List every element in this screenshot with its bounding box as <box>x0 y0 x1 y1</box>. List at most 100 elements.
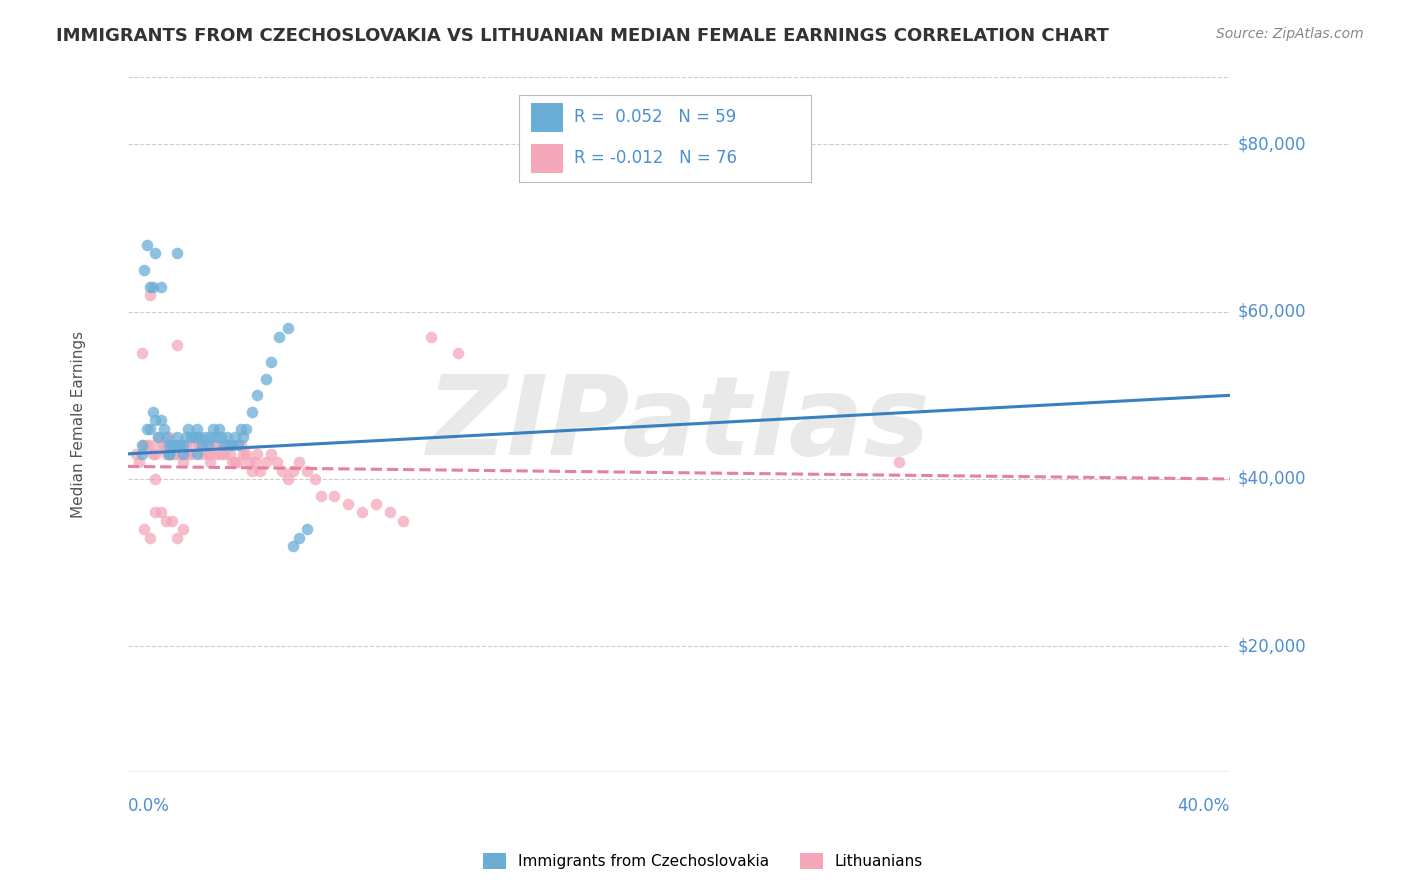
Point <box>188 438 211 452</box>
Point <box>211 430 233 444</box>
Point <box>295 464 318 478</box>
Point <box>149 438 172 452</box>
Point <box>136 237 159 252</box>
Point <box>163 447 186 461</box>
Point <box>295 522 318 536</box>
Point <box>205 447 228 461</box>
Point <box>260 447 283 461</box>
Point <box>134 263 156 277</box>
Point <box>142 279 165 293</box>
Point <box>169 447 191 461</box>
Point <box>149 279 172 293</box>
Point <box>163 438 186 452</box>
Point <box>152 438 174 452</box>
Point <box>180 430 202 444</box>
Point <box>136 422 159 436</box>
Point <box>277 321 299 335</box>
Point <box>208 438 231 452</box>
Point <box>364 497 387 511</box>
Point <box>378 505 401 519</box>
Point <box>172 438 194 452</box>
Point <box>172 447 194 461</box>
Text: $20,000: $20,000 <box>1239 637 1306 656</box>
Point <box>143 413 166 427</box>
Point <box>243 455 266 469</box>
Point <box>160 438 183 452</box>
Point <box>200 430 222 444</box>
Point <box>249 464 271 478</box>
Point <box>392 514 415 528</box>
Point <box>202 422 225 436</box>
Point <box>160 447 183 461</box>
Point <box>212 447 235 461</box>
Point <box>134 522 156 536</box>
Point <box>139 279 162 293</box>
Text: IMMIGRANTS FROM CZECHOSLOVAKIA VS LITHUANIAN MEDIAN FEMALE EARNINGS CORRELATION : IMMIGRANTS FROM CZECHOSLOVAKIA VS LITHUA… <box>56 27 1109 45</box>
Point <box>240 405 263 419</box>
Point <box>174 430 197 444</box>
Point <box>186 430 208 444</box>
Point <box>226 455 249 469</box>
Point <box>208 422 231 436</box>
Point <box>224 430 246 444</box>
Text: Source: ZipAtlas.com: Source: ZipAtlas.com <box>1216 27 1364 41</box>
Text: 0.0%: 0.0% <box>128 797 170 814</box>
Point <box>157 430 180 444</box>
Point <box>142 447 165 461</box>
Point <box>260 355 283 369</box>
Point <box>136 438 159 452</box>
Point <box>183 438 205 452</box>
Point <box>226 438 249 452</box>
Point <box>186 447 208 461</box>
Point <box>143 472 166 486</box>
Point <box>131 447 153 461</box>
Point <box>134 438 156 452</box>
Point <box>155 430 177 444</box>
Point <box>309 489 332 503</box>
Point <box>211 447 233 461</box>
Point <box>197 438 219 452</box>
Point <box>149 505 172 519</box>
Point <box>142 405 165 419</box>
Point <box>281 539 304 553</box>
Point <box>254 371 277 385</box>
Point <box>224 455 246 469</box>
Point <box>157 447 180 461</box>
Point <box>152 422 174 436</box>
Point <box>235 447 257 461</box>
Point <box>166 338 188 352</box>
Point <box>131 346 153 360</box>
Point <box>149 413 172 427</box>
Point <box>169 438 191 452</box>
Point <box>160 514 183 528</box>
Point <box>139 438 162 452</box>
Point <box>143 246 166 260</box>
Point <box>166 430 188 444</box>
Point <box>229 422 252 436</box>
Point <box>139 531 162 545</box>
Point <box>191 447 214 461</box>
Point <box>139 288 162 302</box>
Point <box>177 422 200 436</box>
Point <box>157 447 180 461</box>
Point <box>254 455 277 469</box>
Point <box>166 531 188 545</box>
Point <box>337 497 360 511</box>
Point <box>246 388 269 402</box>
Point <box>128 455 150 469</box>
Point <box>200 447 222 461</box>
Point <box>287 531 309 545</box>
Point <box>202 438 225 452</box>
Text: $80,000: $80,000 <box>1239 136 1306 153</box>
Point <box>177 447 200 461</box>
Point <box>191 438 214 452</box>
Text: Median Female Earnings: Median Female Earnings <box>70 331 86 518</box>
Point <box>172 455 194 469</box>
Point <box>240 464 263 478</box>
Point <box>172 522 194 536</box>
Point <box>281 464 304 478</box>
Point <box>323 489 346 503</box>
Point <box>277 472 299 486</box>
Point <box>350 505 373 519</box>
Point <box>183 430 205 444</box>
